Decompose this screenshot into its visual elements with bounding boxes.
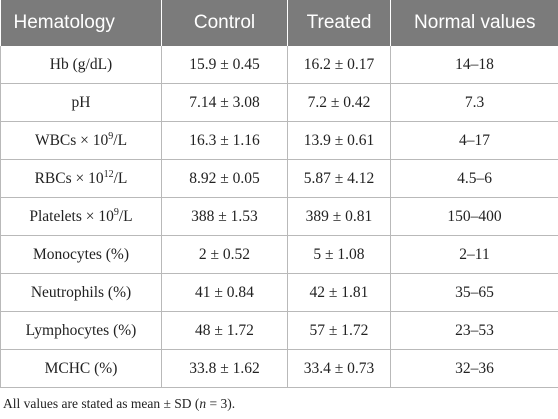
normal-value-cell: 150–400	[390, 197, 558, 236]
row-label: RBCs × 10	[34, 169, 104, 187]
table-footnote: All values are stated as mean ± SD (n = …	[3, 396, 235, 412]
row-label-cell: Lymphocytes (%)	[0, 311, 162, 350]
row-label-unit: /L	[113, 169, 128, 187]
control-cell: 33.8 ± 1.62	[161, 349, 288, 388]
header-treated: Treated	[287, 0, 391, 46]
treated-cell: 57 ± 1.72	[287, 311, 391, 350]
normal-value-cell: 14–18	[390, 46, 558, 84]
control-cell: 8.92 ± 0.05	[161, 159, 288, 198]
treated-cell: 13.9 ± 0.61	[287, 121, 391, 160]
row-label: MCHC (%)	[44, 359, 118, 377]
header-normal-values: Normal values	[390, 0, 558, 46]
table-row: Platelets × 109/L 388 ± 1.53 389 ± 0.81 150…	[0, 197, 558, 236]
treated-cell: 5.87 ± 4.12	[287, 159, 391, 198]
table-row: Monocytes (%) 2 ± 0.52 5 ± 1.08 2–11	[0, 235, 558, 274]
hematology-table-container: Hematology Control Treated Normal values…	[0, 0, 558, 388]
treated-cell: 33.4 ± 0.73	[287, 349, 391, 388]
table-row: Hb (g/dL) 15.9 ± 0.45 16.2 ± 0.17 14–18	[0, 46, 558, 84]
treated-cell: 42 ± 1.81	[287, 273, 391, 312]
hematology-table: Hematology Control Treated Normal values…	[0, 0, 558, 388]
control-cell: 2 ± 0.52	[161, 235, 288, 274]
control-cell: 388 ± 1.53	[161, 197, 288, 236]
table-row: Neutrophils (%) 41 ± 0.84 42 ± 1.81 35–65	[0, 273, 558, 312]
normal-value-cell: 35–65	[390, 273, 558, 312]
treated-cell: 16.2 ± 0.17	[287, 46, 391, 84]
control-cell: 16.3 ± 1.16	[161, 121, 288, 160]
row-label: Platelets × 10	[29, 207, 114, 225]
control-cell: 15.9 ± 0.45	[161, 46, 288, 84]
header-hematology: Hematology	[0, 0, 162, 46]
control-cell: 41 ± 0.84	[161, 273, 288, 312]
control-cell: 48 ± 1.72	[161, 311, 288, 350]
normal-value-cell: 2–11	[390, 235, 558, 274]
row-label: WBCs × 10	[34, 131, 109, 149]
row-label-exponent: 12	[103, 168, 114, 180]
table-row: Lymphocytes (%) 48 ± 1.72 57 ± 1.72 23–53	[0, 311, 558, 350]
row-label: Lymphocytes (%)	[25, 321, 137, 339]
normal-value-cell: 23–53	[390, 311, 558, 350]
row-label-unit: /L	[118, 207, 133, 225]
control-cell: 7.14 ± 3.08	[161, 83, 288, 122]
footnote-text-after: = 3).	[206, 396, 236, 411]
treated-cell: 389 ± 0.81	[287, 197, 391, 236]
row-label-unit: /L	[113, 131, 128, 149]
row-label-cell: Neutrophils (%)	[0, 273, 162, 312]
treated-cell: 5 ± 1.08	[287, 235, 391, 274]
normal-value-cell: 4–17	[390, 121, 558, 160]
treated-cell: 7.2 ± 0.42	[287, 83, 391, 122]
table-row: pH 7.14 ± 3.08 7.2 ± 0.42 7.3	[0, 83, 558, 122]
row-label-cell: WBCs × 109/L	[0, 121, 162, 160]
normal-value-cell: 7.3	[390, 83, 558, 122]
table-header-row: Hematology Control Treated Normal values	[0, 0, 558, 46]
table-row: RBCs × 1012/L 8.92 ± 0.05 5.87 ± 4.12 4.5–6	[0, 159, 558, 198]
footnote-italic-n: n	[199, 396, 207, 411]
row-label-exponent: 9	[108, 130, 114, 142]
row-label-cell: Platelets × 109/L	[0, 197, 162, 236]
header-control: Control	[161, 0, 288, 46]
table-row: WBCs × 109/L 16.3 ± 1.16 13.9 ± 0.61 4–17	[0, 121, 558, 160]
table-row: MCHC (%) 33.8 ± 1.62 33.4 ± 0.73 32–36	[0, 349, 558, 388]
row-label-cell: RBCs × 1012/L	[0, 159, 162, 198]
normal-value-cell: 4.5–6	[390, 159, 558, 198]
row-label: Monocytes (%)	[33, 245, 129, 263]
row-label-cell: Hb (g/dL)	[0, 46, 162, 84]
table-body: Hb (g/dL) 15.9 ± 0.45 16.2 ± 0.17 14–18 pH 7.…	[0, 46, 558, 388]
row-label: Hb (g/dL)	[49, 55, 113, 73]
row-label: Neutrophils (%)	[30, 283, 132, 301]
row-label-cell: MCHC (%)	[0, 349, 162, 388]
row-label-exponent: 9	[113, 206, 119, 218]
footnote-text-before: All values are stated as mean ± SD (	[3, 396, 200, 411]
row-label-cell: Monocytes (%)	[0, 235, 162, 274]
row-label-cell: pH	[0, 83, 162, 122]
normal-value-cell: 32–36	[390, 349, 558, 388]
row-label: pH	[71, 93, 91, 111]
